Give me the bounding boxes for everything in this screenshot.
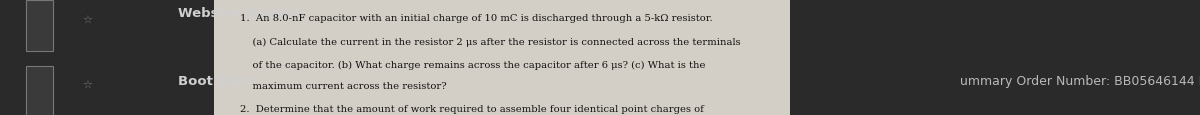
Bar — [26, 67, 53, 115]
Text: ummary Order Number: BB05646144 Fulfillme...: ummary Order Number: BB05646144 Fulfillm… — [960, 74, 1200, 87]
Text: 1.  An 8.0-nF capacitor with an initial charge of 10 mC is discharged through a : 1. An 8.0-nF capacitor with an initial c… — [240, 14, 713, 23]
Text: ☆: ☆ — [83, 15, 92, 24]
Bar — [26, 1, 53, 52]
Text: ☆: ☆ — [83, 79, 92, 89]
Text: 2.  Determine that the amount of work required to assemble four identical point : 2. Determine that the amount of work req… — [240, 104, 704, 113]
Bar — [214, 0, 790, 115]
Text: Boot Barn: Boot Barn — [178, 74, 252, 87]
Text: Webster, Saqlain: Webster, Saqlain — [178, 7, 304, 20]
Text: maximum current across the resistor?: maximum current across the resistor? — [240, 82, 446, 91]
Text: (a) Calculate the current in the resistor 2 μs after the resistor is connected a: (a) Calculate the current in the resisto… — [240, 38, 740, 47]
Text: of the capacitor. (b) What charge remains across the capacitor after 6 μs? (c) W: of the capacitor. (b) What charge remain… — [240, 60, 706, 69]
